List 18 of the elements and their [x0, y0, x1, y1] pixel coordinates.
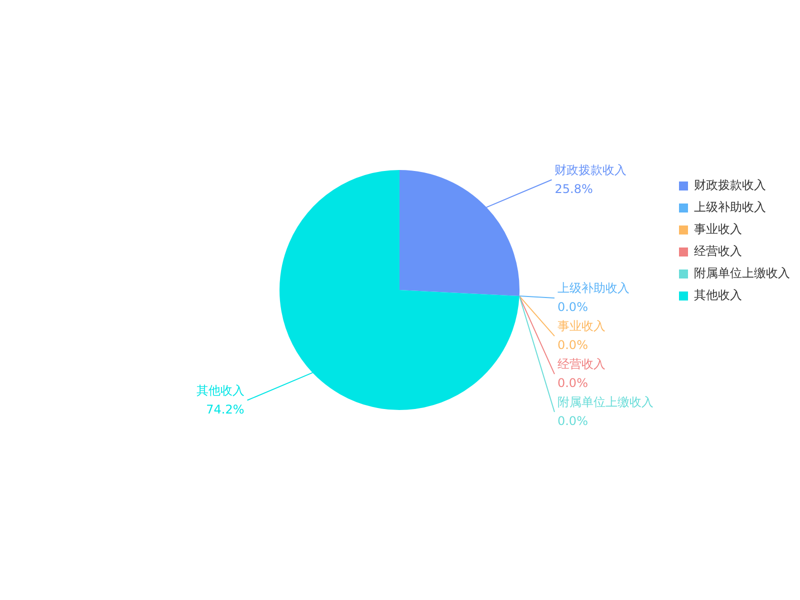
- legend-label: 其他收入: [694, 288, 742, 302]
- legend-label: 上级补助收入: [694, 200, 766, 214]
- category-label: 附属单位上缴收入: [557, 395, 654, 410]
- text: 0.0%: [557, 300, 588, 314]
- category-label: 上级补助收入: [557, 281, 630, 296]
- legend-label: 财政拨款收入: [694, 178, 766, 192]
- legend-label: 附属单位上缴收入: [694, 266, 790, 280]
- slice-label: 其他收入: [196, 383, 244, 398]
- category-label: 事业收入: [557, 319, 606, 334]
- text: 0.0%: [557, 376, 588, 390]
- text: 0.0%: [557, 414, 588, 428]
- legend-label: 事业收入: [694, 222, 742, 236]
- data-label: 74.2%: [206, 402, 244, 416]
- data-label: 25.8%: [554, 182, 593, 196]
- category-label: 经营收入: [557, 357, 606, 372]
- legend-label: 经营收入: [694, 244, 742, 258]
- text: 0.0%: [557, 338, 588, 352]
- slice-label: 财政拨款收入: [554, 162, 627, 177]
